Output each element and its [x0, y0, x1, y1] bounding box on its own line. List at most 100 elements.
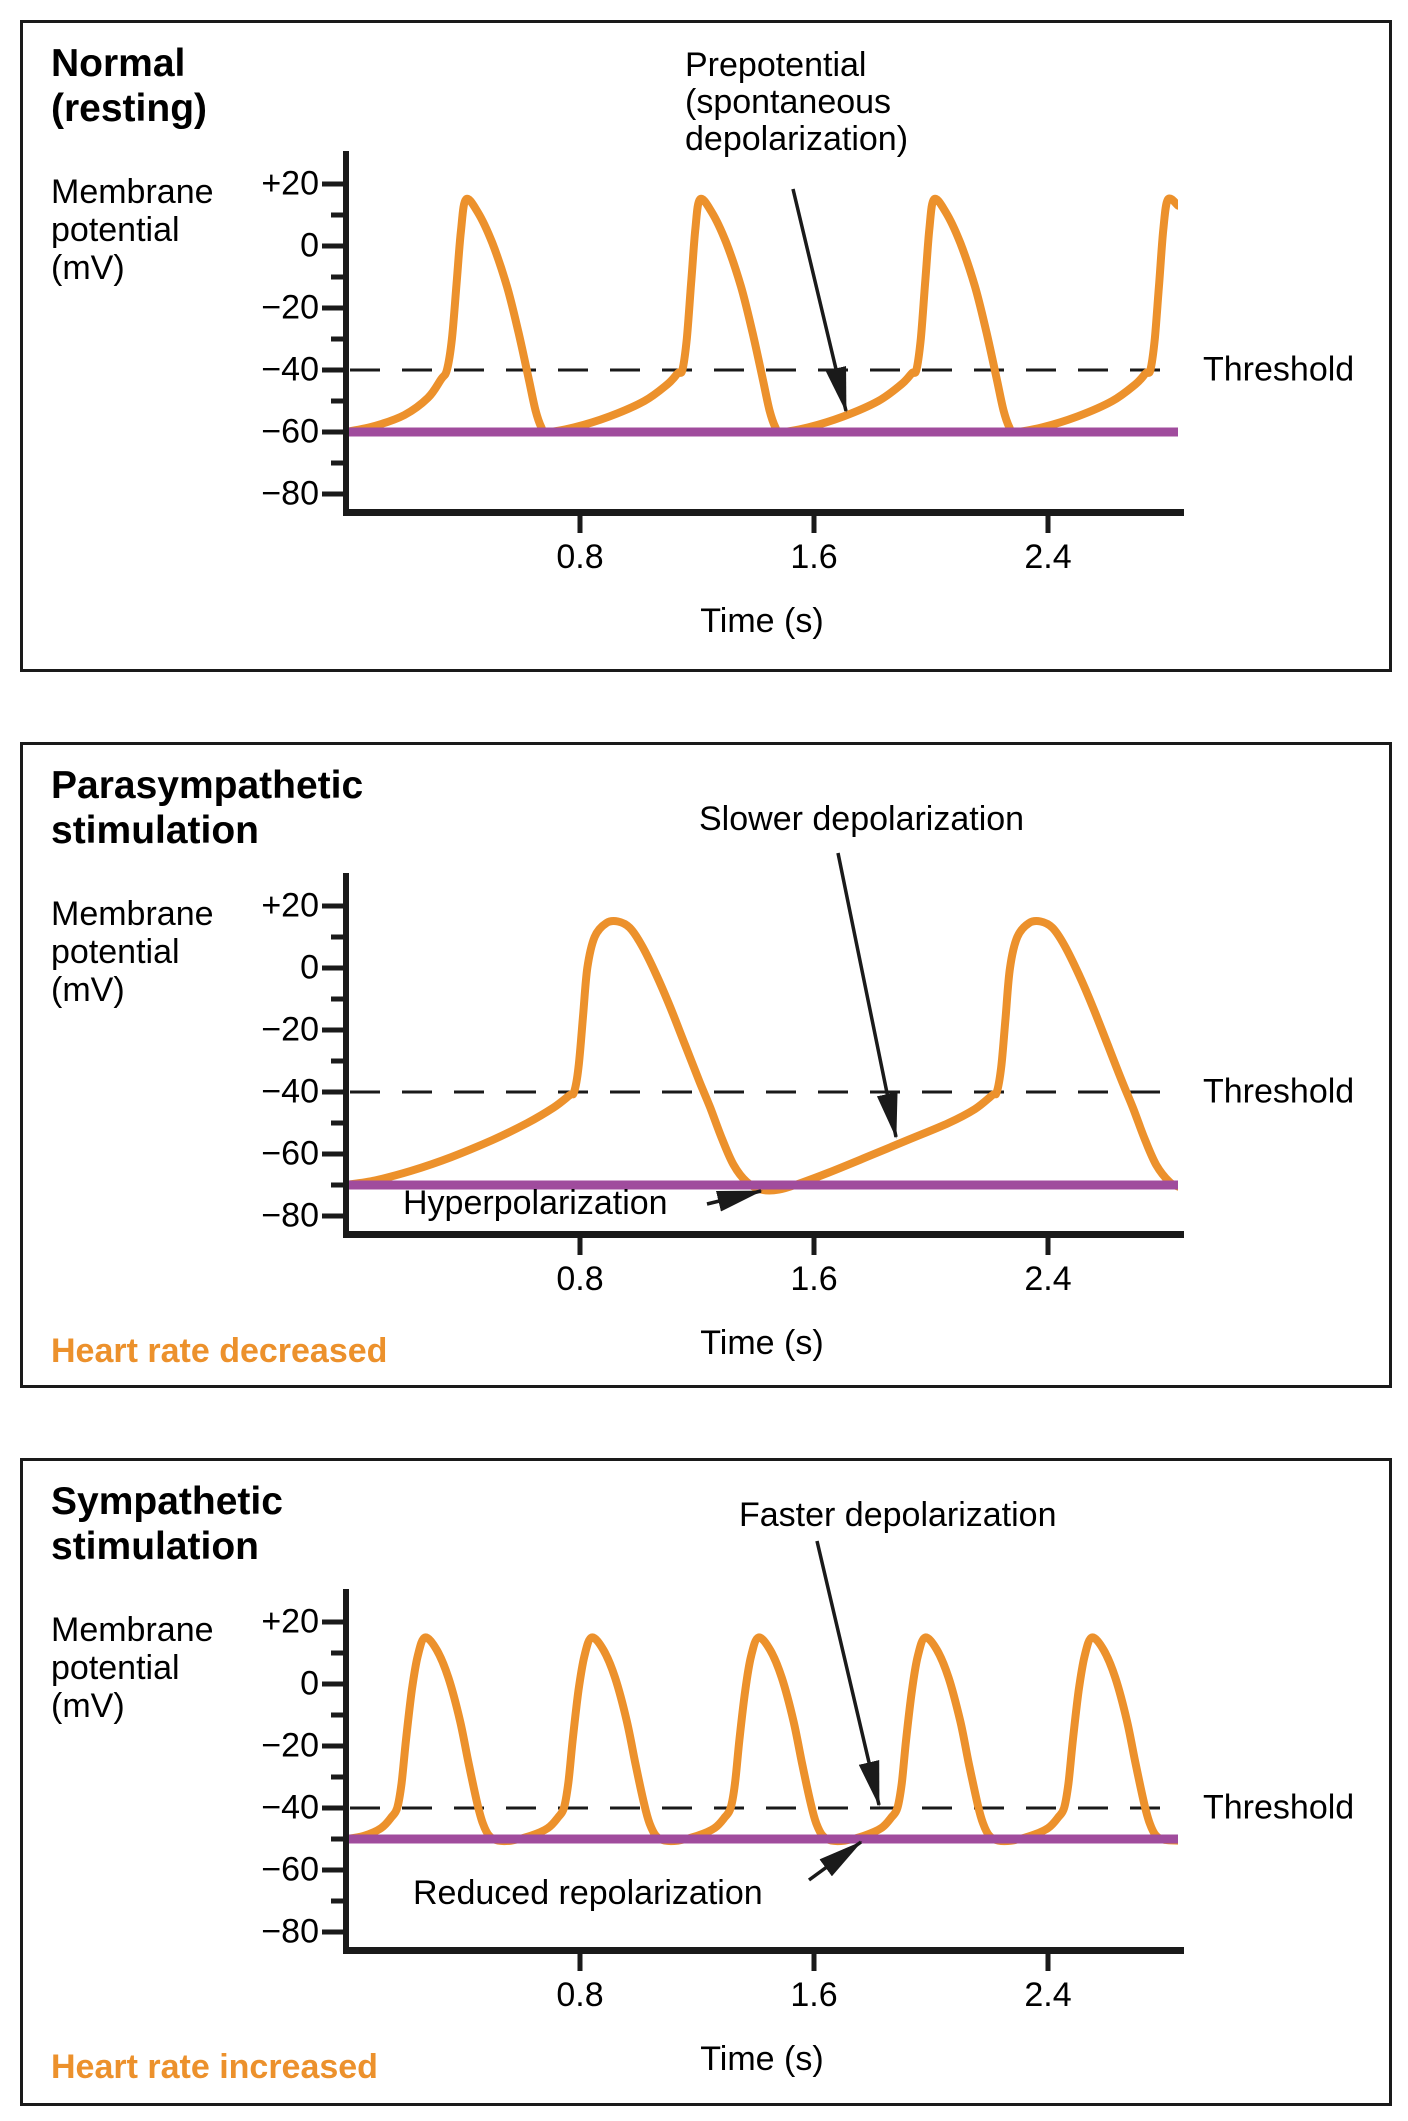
x-tick: [1045, 515, 1051, 533]
y-minor-tick: [331, 1182, 346, 1188]
y-major-tick: [322, 1213, 346, 1219]
panel-title: Normal (resting): [51, 41, 207, 131]
panel-title: Sympathetic stimulation: [51, 1479, 283, 1569]
annotation-text: Faster depolarization: [739, 1496, 1057, 1534]
annotation-arrow: [836, 852, 898, 1139]
y-major-tick: [322, 1151, 346, 1157]
heart-rate-status: Heart rate increased: [51, 2048, 378, 2086]
x-axis: [343, 1231, 1184, 1238]
y-major-tick: [322, 429, 346, 435]
x-tick-label: 1.6: [790, 1976, 838, 2014]
y-major-tick: [322, 181, 346, 187]
y-tick-label: −60: [261, 412, 319, 451]
y-tick-label: −20: [261, 288, 319, 327]
x-tick-label: 2.4: [1024, 538, 1072, 576]
y-axis-title: Membrane potential (mV): [51, 1611, 214, 1725]
membrane-potential-curve: [343, 916, 1178, 1195]
y-minor-tick: [331, 336, 346, 342]
y-major-tick: [322, 1805, 346, 1811]
y-axis: [343, 873, 349, 1237]
threshold-label: Threshold: [1203, 1788, 1355, 1827]
y-tick-label: −80: [261, 1912, 319, 1951]
x-tick-label: 1.6: [790, 1260, 838, 1298]
x-tick-label: 0.8: [556, 538, 604, 576]
panel-sympathetic: Sympathetic stimulation Membrane potentia…: [20, 1458, 1392, 2106]
x-axis: [343, 509, 1184, 516]
panel-parasympathetic: Parasympathetic stimulation Membrane pote…: [20, 742, 1392, 1388]
y-tick-label: 0: [300, 226, 319, 265]
panel-title-line2: stimulation: [51, 1525, 260, 1568]
y-major-tick: [322, 1743, 346, 1749]
x-tick: [811, 1953, 817, 1971]
threshold-label: Threshold: [1203, 350, 1355, 389]
x-tick: [811, 1237, 817, 1255]
x-tick: [577, 1237, 583, 1255]
y-minor-tick: [331, 1774, 346, 1780]
y-tick-label: −60: [261, 1850, 319, 1889]
y-minor-tick: [331, 1120, 346, 1126]
y-tick-label: +20: [261, 1602, 319, 1641]
y-major-tick: [322, 965, 346, 971]
y-tick-label: −80: [261, 474, 319, 513]
y-major-tick: [322, 1929, 346, 1935]
annotation-text: Prepotential (spontaneous depolarization…: [685, 46, 909, 158]
x-axis-title: Time (s): [700, 2040, 824, 2078]
membrane-potential-curve: [343, 194, 1178, 436]
y-major-tick: [322, 1619, 346, 1625]
y-tick-label: −20: [261, 1010, 319, 1049]
heart-rate-status: Heart rate decreased: [51, 1332, 388, 1370]
y-major-tick: [322, 367, 346, 373]
y-minor-tick: [331, 934, 346, 940]
y-tick-label: −80: [261, 1196, 319, 1235]
x-tick: [811, 515, 817, 533]
y-minor-tick: [331, 212, 346, 218]
annotation-text: Hyperpolarization: [403, 1184, 668, 1222]
x-tick-label: 2.4: [1024, 1260, 1072, 1298]
annotation-text: Reduced repolarization: [413, 1874, 763, 1912]
y-tick-label: −40: [261, 350, 319, 389]
y-major-tick: [322, 243, 346, 249]
panel-title-line2: (resting): [51, 87, 207, 130]
y-minor-tick: [331, 398, 346, 404]
x-tick-label: 2.4: [1024, 1976, 1072, 2014]
y-minor-tick: [331, 1058, 346, 1064]
y-tick-label: 0: [300, 1664, 319, 1703]
y-tick-label: −40: [261, 1788, 319, 1827]
y-minor-tick: [331, 1712, 346, 1718]
x-axis: [343, 1947, 1184, 1954]
x-tick: [1045, 1953, 1051, 1971]
y-major-tick: [322, 903, 346, 909]
x-tick-label: 0.8: [556, 1976, 604, 2014]
y-axis: [343, 1589, 349, 1953]
y-major-tick: [322, 1681, 346, 1687]
panel-normal-resting: Normal (resting) Membrane potential (mV) T…: [20, 20, 1392, 672]
annotation-arrow: [815, 1540, 881, 1807]
y-major-tick: [322, 1027, 346, 1033]
y-axis: [343, 151, 349, 515]
panel-title-line1: Normal: [51, 42, 186, 85]
panel-title-line1: Parasympathetic: [51, 764, 364, 807]
chart-canvas-parasympathetic: [322, 852, 1184, 1255]
x-tick-label: 1.6: [790, 538, 838, 576]
y-tick-label: 0: [300, 948, 319, 987]
y-major-tick: [322, 1089, 346, 1095]
y-minor-tick: [331, 460, 346, 466]
threshold-label: Threshold: [1203, 1072, 1355, 1111]
x-axis-title: Time (s): [700, 1324, 824, 1362]
chart-canvas-sympathetic: [322, 1540, 1184, 1971]
y-minor-tick: [331, 1650, 346, 1656]
y-tick-label: +20: [261, 164, 319, 203]
panel-title: Parasympathetic stimulation: [51, 763, 363, 853]
y-minor-tick: [331, 274, 346, 280]
y-tick-label: −60: [261, 1134, 319, 1173]
y-minor-tick: [331, 996, 346, 1002]
y-minor-tick: [331, 1898, 346, 1904]
y-axis-title: Membrane potential (mV): [51, 895, 214, 1009]
y-tick-label: −40: [261, 1072, 319, 1111]
y-tick-label: +20: [261, 886, 319, 925]
annotation-text: Slower depolarization: [699, 800, 1025, 838]
membrane-potential-curve: [343, 1633, 1178, 1846]
annotation-arrow: [706, 1189, 763, 1212]
x-tick: [577, 1953, 583, 1971]
